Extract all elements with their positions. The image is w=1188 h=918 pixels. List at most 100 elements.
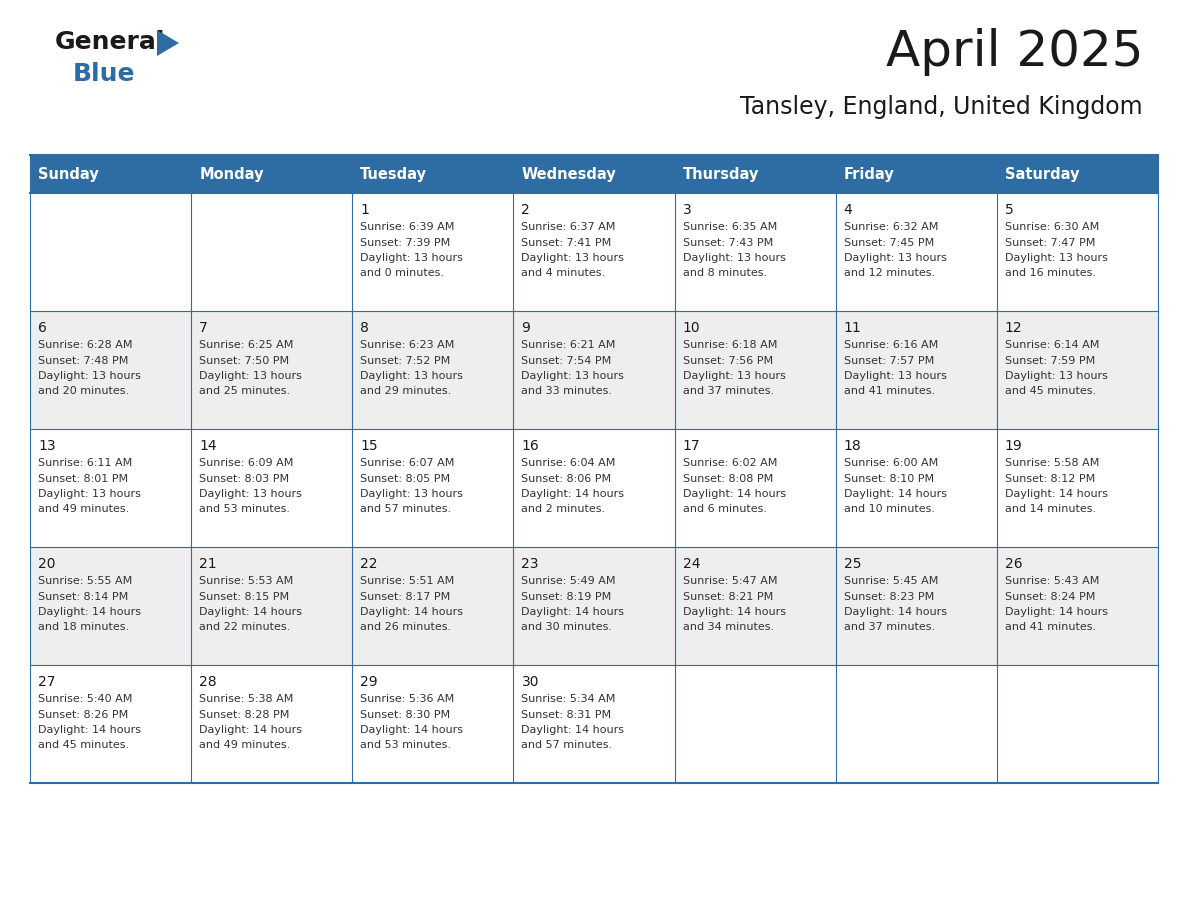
Text: Daylight: 14 hours: Daylight: 14 hours <box>1005 607 1108 617</box>
Text: and 45 minutes.: and 45 minutes. <box>1005 386 1097 397</box>
Text: Sunset: 8:10 PM: Sunset: 8:10 PM <box>843 474 934 484</box>
Text: Sunrise: 6:23 AM: Sunrise: 6:23 AM <box>360 340 455 350</box>
Text: and 10 minutes.: and 10 minutes. <box>843 505 935 514</box>
Text: 12: 12 <box>1005 321 1023 335</box>
Text: 7: 7 <box>200 321 208 335</box>
Text: Sunset: 7:48 PM: Sunset: 7:48 PM <box>38 355 128 365</box>
Text: Daylight: 13 hours: Daylight: 13 hours <box>360 253 463 263</box>
Text: and 33 minutes.: and 33 minutes. <box>522 386 613 397</box>
Text: 26: 26 <box>1005 557 1023 571</box>
Text: Daylight: 13 hours: Daylight: 13 hours <box>360 371 463 381</box>
Bar <box>353 193 513 311</box>
Text: and 45 minutes.: and 45 minutes. <box>38 741 129 751</box>
Text: Sunset: 7:50 PM: Sunset: 7:50 PM <box>200 355 290 365</box>
Text: Daylight: 13 hours: Daylight: 13 hours <box>843 371 947 381</box>
Text: Daylight: 14 hours: Daylight: 14 hours <box>683 607 785 617</box>
Text: Daylight: 14 hours: Daylight: 14 hours <box>38 725 141 735</box>
Bar <box>30 311 191 429</box>
Text: Sunrise: 6:09 AM: Sunrise: 6:09 AM <box>200 458 293 468</box>
Text: Sunset: 7:56 PM: Sunset: 7:56 PM <box>683 355 772 365</box>
Text: Daylight: 14 hours: Daylight: 14 hours <box>360 607 463 617</box>
Text: Sunrise: 5:34 AM: Sunrise: 5:34 AM <box>522 694 615 704</box>
Bar <box>30 193 191 311</box>
Text: 28: 28 <box>200 675 217 689</box>
Bar <box>191 311 353 429</box>
Text: Daylight: 13 hours: Daylight: 13 hours <box>522 253 625 263</box>
Text: and 57 minutes.: and 57 minutes. <box>360 505 451 514</box>
Text: Sunrise: 5:36 AM: Sunrise: 5:36 AM <box>360 694 455 704</box>
Text: Sunset: 8:08 PM: Sunset: 8:08 PM <box>683 474 773 484</box>
Bar <box>353 547 513 665</box>
Text: Sunset: 8:31 PM: Sunset: 8:31 PM <box>522 710 612 720</box>
Text: Friday: Friday <box>843 166 895 182</box>
Text: Sunset: 8:01 PM: Sunset: 8:01 PM <box>38 474 128 484</box>
Text: Daylight: 14 hours: Daylight: 14 hours <box>200 607 302 617</box>
Bar <box>191 155 353 193</box>
Bar <box>30 429 191 547</box>
Text: and 29 minutes.: and 29 minutes. <box>360 386 451 397</box>
Text: Sunrise: 6:02 AM: Sunrise: 6:02 AM <box>683 458 777 468</box>
Text: 17: 17 <box>683 439 700 453</box>
Text: Daylight: 13 hours: Daylight: 13 hours <box>200 489 302 499</box>
Bar <box>835 193 997 311</box>
Text: Sunset: 8:12 PM: Sunset: 8:12 PM <box>1005 474 1095 484</box>
Bar <box>835 547 997 665</box>
Text: and 30 minutes.: and 30 minutes. <box>522 622 613 633</box>
Text: Sunset: 8:14 PM: Sunset: 8:14 PM <box>38 591 128 601</box>
Text: April 2025: April 2025 <box>885 28 1143 76</box>
Text: 15: 15 <box>360 439 378 453</box>
Text: 20: 20 <box>38 557 56 571</box>
Text: Sunrise: 6:00 AM: Sunrise: 6:00 AM <box>843 458 939 468</box>
Text: Saturday: Saturday <box>1005 166 1080 182</box>
Text: Sunset: 7:47 PM: Sunset: 7:47 PM <box>1005 238 1095 248</box>
Text: Sunrise: 5:55 AM: Sunrise: 5:55 AM <box>38 576 132 586</box>
Text: Sunset: 7:59 PM: Sunset: 7:59 PM <box>1005 355 1095 365</box>
Text: Daylight: 14 hours: Daylight: 14 hours <box>360 725 463 735</box>
Bar <box>675 547 835 665</box>
Text: Sunset: 8:19 PM: Sunset: 8:19 PM <box>522 591 612 601</box>
Text: Sunday: Sunday <box>38 166 99 182</box>
Text: and 49 minutes.: and 49 minutes. <box>200 741 290 751</box>
Text: Daylight: 13 hours: Daylight: 13 hours <box>1005 253 1107 263</box>
Text: 21: 21 <box>200 557 217 571</box>
Text: Sunset: 8:30 PM: Sunset: 8:30 PM <box>360 710 450 720</box>
Text: Daylight: 13 hours: Daylight: 13 hours <box>38 489 141 499</box>
Text: and 41 minutes.: and 41 minutes. <box>843 386 935 397</box>
Text: Sunrise: 6:39 AM: Sunrise: 6:39 AM <box>360 222 455 232</box>
Text: and 25 minutes.: and 25 minutes. <box>200 386 290 397</box>
Bar <box>30 665 191 783</box>
Text: and 16 minutes.: and 16 minutes. <box>1005 268 1095 278</box>
Bar <box>675 193 835 311</box>
Bar <box>353 311 513 429</box>
Text: 2: 2 <box>522 203 530 217</box>
Text: Daylight: 14 hours: Daylight: 14 hours <box>522 607 625 617</box>
Text: 8: 8 <box>360 321 369 335</box>
Text: and 14 minutes.: and 14 minutes. <box>1005 505 1097 514</box>
Text: Sunrise: 6:21 AM: Sunrise: 6:21 AM <box>522 340 615 350</box>
Bar <box>835 155 997 193</box>
Text: 23: 23 <box>522 557 539 571</box>
Text: 24: 24 <box>683 557 700 571</box>
Text: and 6 minutes.: and 6 minutes. <box>683 505 766 514</box>
Text: Daylight: 13 hours: Daylight: 13 hours <box>200 371 302 381</box>
Text: Sunrise: 6:32 AM: Sunrise: 6:32 AM <box>843 222 939 232</box>
Bar <box>513 311 675 429</box>
Text: Daylight: 13 hours: Daylight: 13 hours <box>522 371 625 381</box>
Bar <box>30 155 191 193</box>
Text: Daylight: 13 hours: Daylight: 13 hours <box>843 253 947 263</box>
Bar <box>835 429 997 547</box>
Text: Sunrise: 5:58 AM: Sunrise: 5:58 AM <box>1005 458 1099 468</box>
Bar <box>513 155 675 193</box>
Text: Sunrise: 6:18 AM: Sunrise: 6:18 AM <box>683 340 777 350</box>
Text: 16: 16 <box>522 439 539 453</box>
Text: and 37 minutes.: and 37 minutes. <box>683 386 773 397</box>
Bar <box>513 665 675 783</box>
Text: and 0 minutes.: and 0 minutes. <box>360 268 444 278</box>
Text: Sunrise: 6:28 AM: Sunrise: 6:28 AM <box>38 340 133 350</box>
Bar <box>997 193 1158 311</box>
Text: Daylight: 13 hours: Daylight: 13 hours <box>38 371 141 381</box>
Text: 27: 27 <box>38 675 56 689</box>
Bar <box>675 311 835 429</box>
Bar <box>675 665 835 783</box>
Bar <box>191 429 353 547</box>
